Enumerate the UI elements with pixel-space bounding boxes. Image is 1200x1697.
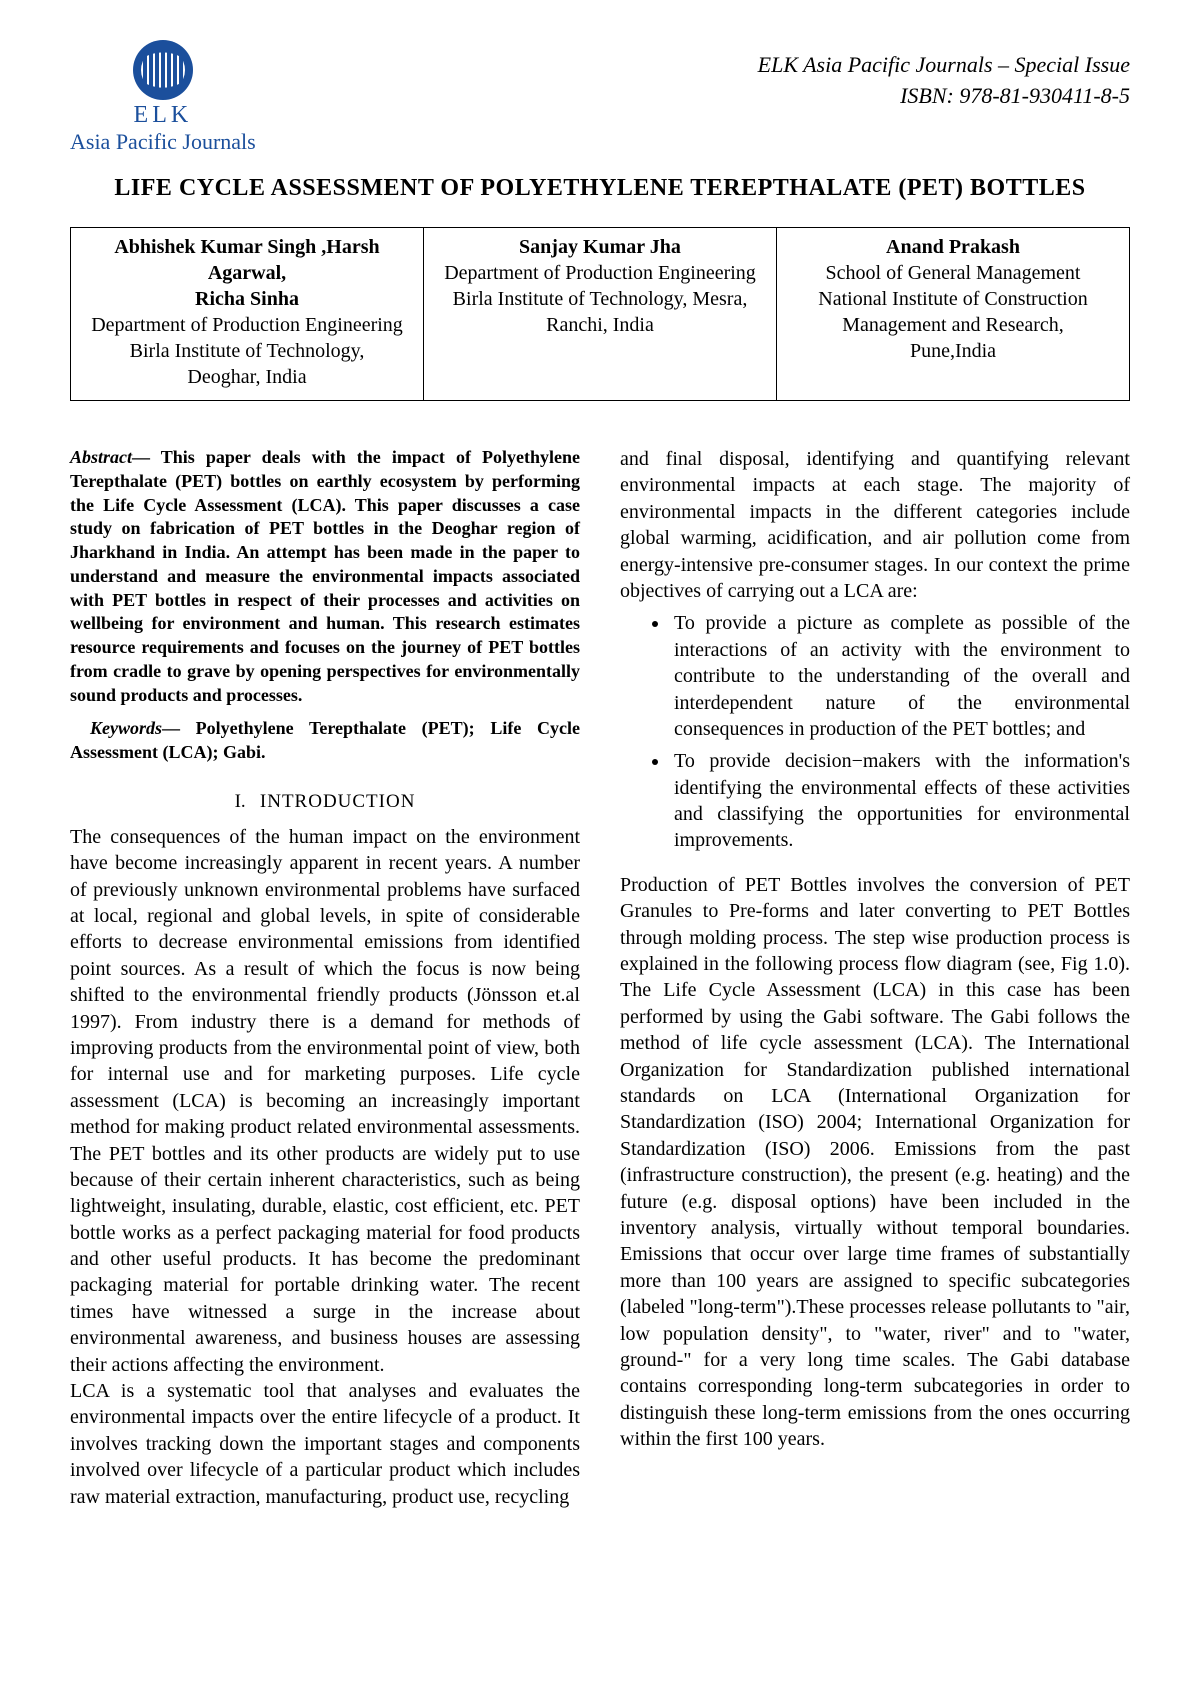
objectives-list: To provide a picture as complete as poss… xyxy=(620,610,1130,854)
journal-name: ELK Asia Pacific Journals – Special Issu… xyxy=(758,50,1130,81)
keywords: Keywords— Polyethylene Terepthalate (PET… xyxy=(70,717,580,765)
page-header: ELK Asia Pacific Journals ELK Asia Pacif… xyxy=(70,40,1130,155)
column-left: Abstract— This paper deals with the impa… xyxy=(70,446,580,1510)
journal-info: ELK Asia Pacific Journals – Special Issu… xyxy=(758,40,1130,112)
intro-para-4: Production of PET Bottles involves the c… xyxy=(620,872,1130,1453)
author-cell-2: Sanjay Kumar Jha Department of Productio… xyxy=(424,228,777,401)
logo-text-sub: Asia Pacific Journals xyxy=(70,129,256,155)
author-cell-3: Anand Prakash School of General Manageme… xyxy=(777,228,1130,401)
author-loc: Pune,India xyxy=(787,338,1119,364)
publisher-logo: ELK Asia Pacific Journals xyxy=(70,40,256,155)
author-inst2: Management and Research, xyxy=(787,312,1119,338)
intro-para-3: and final disposal, identifying and quan… xyxy=(620,446,1130,604)
author-dept: School of General Management xyxy=(787,260,1119,286)
author-names: Anand Prakash xyxy=(787,234,1119,260)
author-inst: Birla Institute of Technology, xyxy=(81,338,413,364)
logo-text-elk: ELK xyxy=(134,102,193,129)
authors-table: Abhishek Kumar Singh ,Harsh Agarwal, Ric… xyxy=(70,227,1130,401)
objective-item: To provide a picture as complete as poss… xyxy=(670,610,1130,742)
author-loc: Deoghar, India xyxy=(81,364,413,390)
author-names: Abhishek Kumar Singh ,Harsh Agarwal, xyxy=(81,234,413,286)
section-heading-intro: I. INTRODUCTION xyxy=(70,789,580,814)
author-loc: Ranchi, India xyxy=(434,312,766,338)
author-cell-1: Abhishek Kumar Singh ,Harsh Agarwal, Ric… xyxy=(71,228,424,401)
author-names: Sanjay Kumar Jha xyxy=(434,234,766,260)
content-columns: Abstract— This paper deals with the impa… xyxy=(70,446,1130,1510)
paper-title: LIFE CYCLE ASSESSMENT OF POLYETHYLENE TE… xyxy=(70,175,1130,202)
objective-item: To provide decision−makers with the info… xyxy=(670,748,1130,854)
author-inst: Birla Institute of Technology, Mesra, xyxy=(434,286,766,312)
intro-para-2: LCA is a systematic tool that analyses a… xyxy=(70,1378,580,1510)
author-names2: Richa Sinha xyxy=(81,286,413,312)
section-title: INTRODUCTION xyxy=(260,791,416,812)
author-dept: Department of Production Engineering xyxy=(81,312,413,338)
keywords-label: Keywords xyxy=(90,718,162,738)
abstract-label: Abstract xyxy=(70,447,132,467)
section-number: I. xyxy=(235,791,246,812)
author-dept: Department of Production Engineering xyxy=(434,260,766,286)
intro-para-1: The consequences of the human impact on … xyxy=(70,824,580,1378)
author-inst: National Institute of Construction xyxy=(787,286,1119,312)
logo-globe-icon xyxy=(133,40,193,100)
column-right: and final disposal, identifying and quan… xyxy=(620,446,1130,1510)
journal-isbn: ISBN: 978-81-930411-8-5 xyxy=(758,81,1130,112)
abstract-text: — This paper deals with the impact of Po… xyxy=(70,447,580,705)
abstract: Abstract— This paper deals with the impa… xyxy=(70,446,580,707)
